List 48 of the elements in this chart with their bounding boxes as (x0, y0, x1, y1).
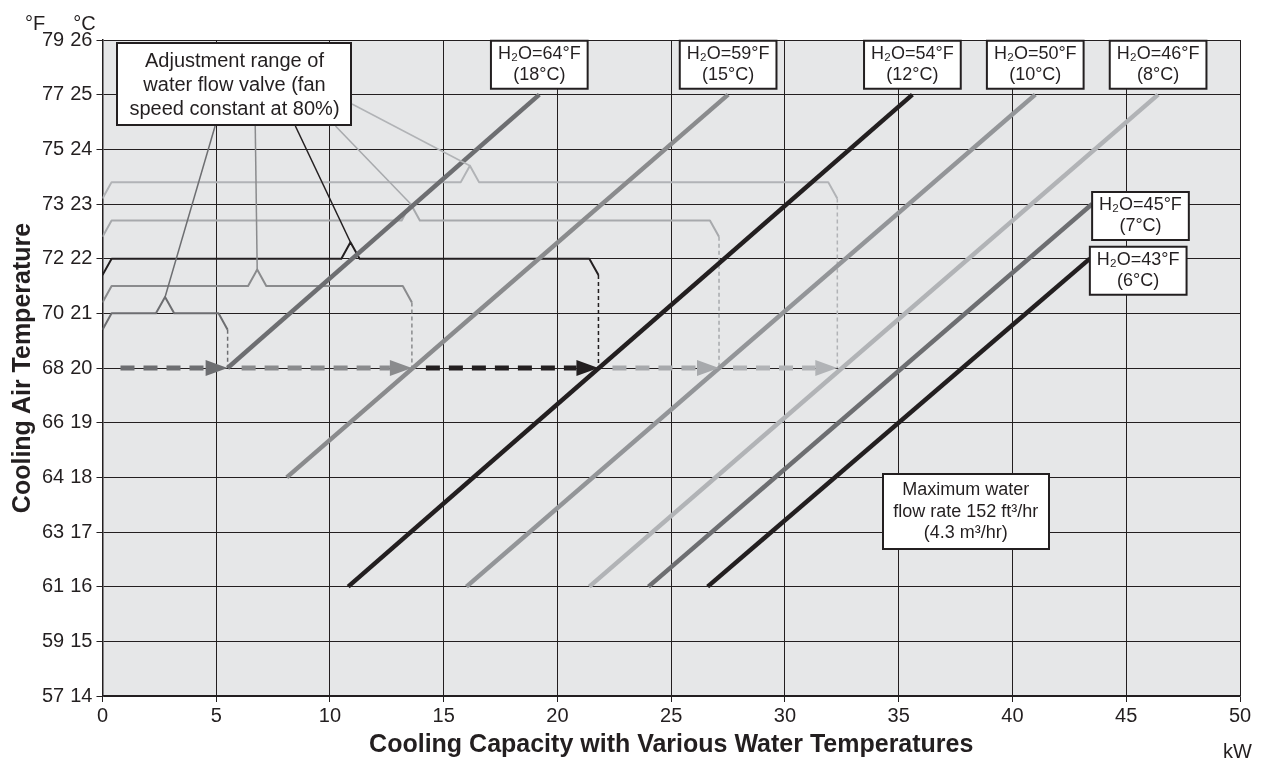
y2-tick-label: 75 (42, 136, 65, 159)
x-tick-label: 30 (773, 703, 797, 726)
y-tick-label: 22 (70, 246, 93, 269)
series-label: H₂O=43°F (6°C) (1096, 248, 1180, 290)
y2-tick-label: 63 (42, 519, 65, 542)
x-tick-label: 20 (546, 703, 569, 726)
y-tick-label: 21 (70, 300, 93, 323)
y2-tick-label: 66 (42, 410, 65, 433)
annotation: Adjustment range of water flow valve (fan speed constant at 80%) (116, 42, 353, 126)
series-label: H₂O=50°F (10°C) (993, 42, 1077, 84)
y-tick-label: 15 (70, 628, 93, 651)
y-tick-label: 18 (70, 464, 93, 487)
x-tick-label: 15 (432, 703, 455, 726)
y-tick-label: 23 (70, 191, 93, 214)
x-tick-label: 35 (887, 703, 910, 726)
annotation: Maximum water flow rate 152 ft³/hr (4.3 m³/hr) (881, 472, 1050, 550)
x-axis-title: Cooling Capacity with Various Water Temperatures (369, 728, 974, 757)
y2-tick-label: 59 (42, 628, 65, 651)
y-tick-label: 24 (70, 136, 93, 159)
x-tick-label: 50 (1228, 703, 1252, 726)
series-label: H₂O=45°F (7°C) (1099, 193, 1182, 235)
y-tick-label: 25 (70, 82, 93, 105)
y2-tick-label: 72 (42, 246, 65, 269)
series-label: H₂O=54°F (12°C) (871, 42, 954, 84)
x-tick-label: 45 (1115, 703, 1138, 726)
text: kW (1223, 739, 1253, 762)
y2-tick-label: 57 (42, 683, 65, 706)
y2-tick-label: 64 (42, 464, 65, 487)
x-tick-label: 40 (1001, 703, 1024, 726)
y-tick-label: 19 (70, 410, 93, 433)
series-label: H₂O=64°F (18°C) (497, 42, 581, 84)
y2-tick-label: 70 (42, 300, 65, 323)
series-label: H₂O=46°F (8°C) (1116, 42, 1200, 84)
y2-tick-label: 77 (42, 82, 65, 105)
y2-tick-label: 68 (42, 355, 65, 378)
y2-tick-label: 73 (42, 191, 65, 214)
x-tick-label: 0 (96, 703, 109, 726)
y2-tick-label: 79 (42, 27, 65, 50)
x-tick-label: 25 (660, 703, 683, 726)
y-tick-label: 17 (70, 519, 93, 542)
y2-axis-title: Cooling Air Temperature (6, 222, 35, 514)
y2-tick-label: 61 (42, 574, 65, 597)
y-tick-label: 20 (70, 355, 93, 378)
y-tick-label: 14 (70, 683, 93, 706)
x-tick-label: 10 (318, 703, 342, 726)
x-tick-label: 5 (210, 703, 222, 726)
y-tick-label: 16 (70, 574, 93, 597)
series-label: H₂O=59°F (15°C) (686, 42, 770, 84)
